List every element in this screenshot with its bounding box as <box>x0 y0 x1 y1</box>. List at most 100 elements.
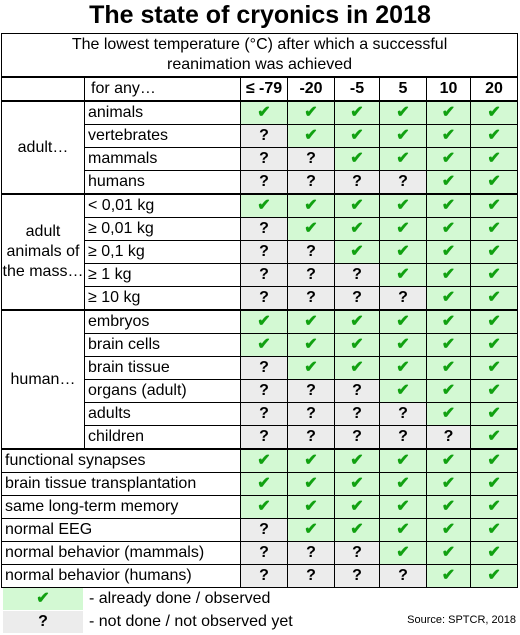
table-row: adults???? ✔ ✔ <box>2 402 519 426</box>
check-cell: ✔ <box>379 356 427 380</box>
question-cell: ? <box>287 379 335 403</box>
question-cell: ? <box>240 518 288 542</box>
legend-swatch-done: ✔ <box>3 588 83 610</box>
check-cell: ✔ <box>240 333 288 357</box>
check-cell: ✔ <box>287 124 335 148</box>
group-label: human… <box>1 309 85 450</box>
check-cell: ✔ <box>287 333 335 357</box>
question-cell: ? <box>379 564 427 588</box>
check-cell: ✔ <box>334 217 380 241</box>
check-cell: ✔ <box>334 100 380 125</box>
check-cell: ✔ <box>469 124 519 148</box>
table-row: mammals?? ✔ ✔ ✔ ✔ <box>2 147 519 171</box>
table-row: normal behavior (mammals)??? ✔ ✔ ✔ <box>1 541 519 565</box>
table-row: children????? ✔ <box>2 425 519 450</box>
row-label: mammals <box>84 147 241 171</box>
check-cell: ✔ <box>334 356 380 380</box>
check-cell: ✔ <box>469 472 519 496</box>
check-cell: ✔ <box>287 100 335 125</box>
group-label: adult… <box>1 100 85 195</box>
check-cell: ✔ <box>287 448 335 473</box>
row-label: ≥ 0,01 kg <box>84 217 241 241</box>
check-cell: ✔ <box>379 100 427 125</box>
header-label: for any… <box>84 76 241 102</box>
row-label: brain tissue <box>84 356 241 380</box>
check-cell: ✔ <box>426 170 471 195</box>
check-cell: ✔ <box>469 541 519 565</box>
table-row: ≥ 0,01 kg? ✔ ✔ ✔ ✔ ✔ <box>2 217 519 241</box>
check-cell: ✔ <box>426 518 471 542</box>
table-row: ≥ 10 kg???? ✔ ✔ <box>2 286 519 311</box>
table-row: ≥ 0,1 kg?? ✔ ✔ ✔ ✔ <box>2 240 519 264</box>
check-cell: ✔ <box>334 193 380 218</box>
check-cell: ✔ <box>469 448 519 473</box>
check-cell: ✔ <box>426 541 471 565</box>
check-cell: ✔ <box>379 541 427 565</box>
check-cell: ✔ <box>240 193 288 218</box>
check-cell: ✔ <box>379 147 427 171</box>
check-cell: ✔ <box>469 564 519 588</box>
check-cell: ✔ <box>334 518 380 542</box>
question-cell: ? <box>334 541 380 565</box>
question-cell: ? <box>287 170 335 195</box>
question-cell: ? <box>240 170 288 195</box>
table-row: brain tissue transplantation ✔ ✔ ✔ ✔ ✔ ✔ <box>1 472 519 496</box>
question-cell: ? <box>287 263 335 287</box>
row-label: ≥ 10 kg <box>84 286 241 311</box>
question-cell: ? <box>287 402 335 426</box>
check-cell: ✔ <box>379 518 427 542</box>
check-cell: ✔ <box>379 379 427 403</box>
check-cell: ✔ <box>379 217 427 241</box>
check-cell: ✔ <box>426 147 471 171</box>
check-cell: ✔ <box>426 402 471 426</box>
question-cell: ? <box>287 564 335 588</box>
legend-text-not-done: - not done / not observed yet <box>89 613 293 630</box>
check-cell: ✔ <box>379 309 427 334</box>
check-cell: ✔ <box>334 309 380 334</box>
check-cell: ✔ <box>379 495 427 519</box>
check-cell: ✔ <box>469 240 519 264</box>
check-cell: ✔ <box>334 333 380 357</box>
subtitle-line-2: reanimation was achieved <box>167 56 353 73</box>
question-cell: ? <box>379 170 427 195</box>
question-cell: ? <box>240 124 288 148</box>
check-cell: ✔ <box>379 448 427 473</box>
table-row: normal behavior (humans)???? ✔ ✔ <box>1 564 519 588</box>
row-label: vertebrates <box>84 124 241 148</box>
check-cell: ✔ <box>426 263 471 287</box>
check-cell: ✔ <box>469 217 519 241</box>
check-cell: ✔ <box>379 193 427 218</box>
question-cell: ? <box>240 425 288 450</box>
question-cell: ? <box>379 286 427 311</box>
question-cell: ? <box>240 240 288 264</box>
cryonics-table: The lowest temperature (°C) after which … <box>0 33 519 588</box>
check-cell: ✔ <box>240 100 288 125</box>
temperature-header: 5 <box>379 76 427 102</box>
table-row: adult animals of the mass… < 0,01 kg ✔ ✔ ✔ ✔ ✔… <box>1 193 519 311</box>
temperature-header: 20 <box>469 76 519 102</box>
check-cell: ✔ <box>334 495 380 519</box>
question-cell: ? <box>240 217 288 241</box>
row-label: < 0,01 kg <box>84 193 241 218</box>
question-cell: ? <box>240 263 288 287</box>
check-cell: ✔ <box>469 193 519 218</box>
question-cell: ? <box>334 402 380 426</box>
question-cell: ? <box>334 263 380 287</box>
check-cell: ✔ <box>334 124 380 148</box>
row-label: normal behavior (humans) <box>1 564 241 588</box>
row-label: brain cells <box>84 333 241 357</box>
check-cell: ✔ <box>379 263 427 287</box>
check-cell: ✔ <box>426 356 471 380</box>
temperature-header: ≤ -79 <box>240 76 288 102</box>
question-cell: ? <box>334 379 380 403</box>
check-cell: ✔ <box>469 309 519 334</box>
check-cell: ✔ <box>379 333 427 357</box>
check-cell: ✔ <box>334 240 380 264</box>
check-cell: ✔ <box>240 448 288 473</box>
temperature-header: -20 <box>287 76 335 102</box>
question-cell: ? <box>287 147 335 171</box>
question-cell: ? <box>426 425 471 450</box>
check-cell: ✔ <box>469 518 519 542</box>
table-row: organs (adult)??? ✔ ✔ ✔ <box>2 379 519 403</box>
check-cell: ✔ <box>287 309 335 334</box>
